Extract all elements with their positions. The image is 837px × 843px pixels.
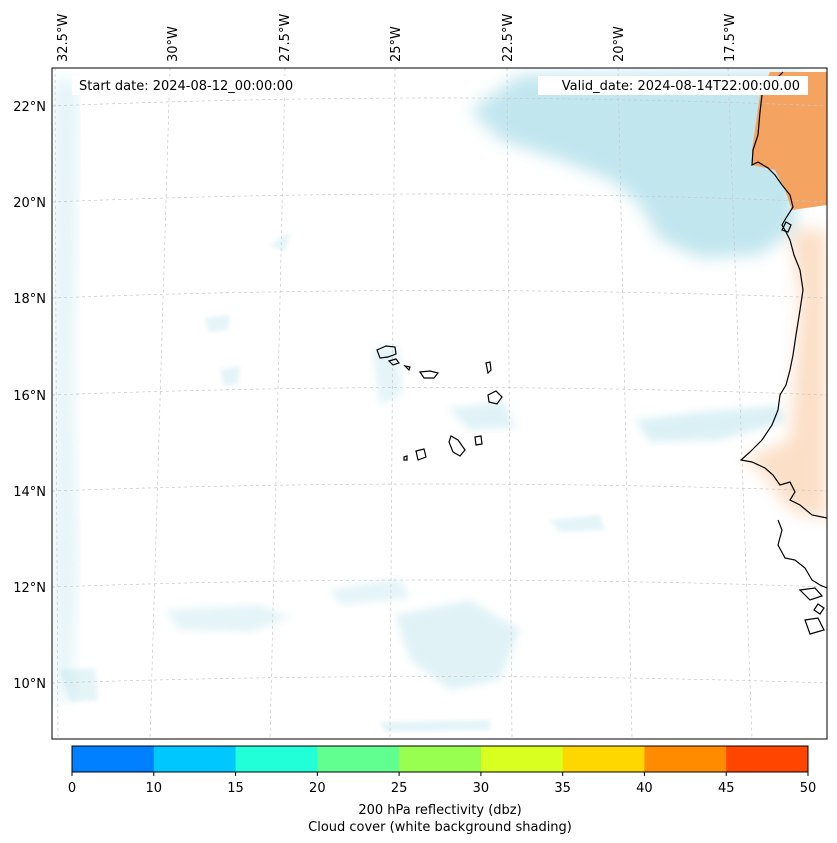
lat-label: 10°N xyxy=(13,677,46,692)
lat-label: 22°N xyxy=(13,100,46,115)
colorbar-tick-label: 45 xyxy=(718,781,735,796)
guinea-bissau-coast xyxy=(777,519,827,589)
lon-label: 22.5°W xyxy=(501,14,516,62)
cloud-mass-northeast xyxy=(470,72,800,258)
colorbar-tick-label: 25 xyxy=(391,781,408,796)
lon-label: 30°W xyxy=(166,26,181,62)
colorbar-frame xyxy=(71,745,809,773)
cloud-strip-west xyxy=(55,80,78,700)
lon-label: 27.5°W xyxy=(278,14,293,62)
island-sao-vicente xyxy=(387,358,400,366)
colorbar-swatch xyxy=(72,746,155,772)
map-frame xyxy=(51,67,828,740)
lon-line-30w xyxy=(149,68,171,739)
lat-label: 12°N xyxy=(13,581,46,596)
lon-line-20w xyxy=(617,68,633,739)
african-coastline xyxy=(739,71,827,519)
coastal-island-3 xyxy=(804,617,825,635)
island-santo-antao xyxy=(376,345,397,359)
cloud-band-south-3 xyxy=(330,578,410,605)
colorbar-tick-label: 40 xyxy=(636,781,653,796)
colorbar-swatch xyxy=(153,746,237,772)
colorbar: 0 10 15 20 25 30 35 40 45 50 200 hPa reflectivity… xyxy=(68,745,816,835)
colorbar-tick-label: 15 xyxy=(227,781,244,796)
latitude-labels: 22°N 20°N 18°N 16°N 14°N 12°N 10°N xyxy=(13,100,46,692)
island-maio xyxy=(474,435,483,446)
land-shading-northeast xyxy=(752,72,827,210)
colorbar-swatch xyxy=(726,746,809,772)
island-santiago xyxy=(448,435,466,457)
colorbar-tick-label: 35 xyxy=(554,781,571,796)
longitude-labels: 32.5°W 30°W 27.5°W 25°W 22.5°W 20°W 17.5… xyxy=(56,14,738,62)
colorbar-swatch xyxy=(235,746,318,772)
colorbar-tick-label: 30 xyxy=(473,781,490,796)
colorbar-tick-label: 10 xyxy=(146,781,163,796)
lat-label: 14°N xyxy=(13,485,46,500)
island-sao-nicolau xyxy=(418,370,440,379)
colorbar-swatch xyxy=(317,746,400,772)
map-panel xyxy=(51,67,828,740)
lat-label: 20°N xyxy=(13,196,46,211)
colorbar-tick-label: 0 xyxy=(68,781,76,796)
cloud-speck-1 xyxy=(270,232,290,252)
lat-line-16n xyxy=(52,387,827,396)
cloud-speck-4 xyxy=(550,515,605,532)
lon-line-17-5w xyxy=(727,68,753,739)
lon-label: 20°W xyxy=(612,26,627,62)
lat-label: 18°N xyxy=(13,292,46,307)
valid-date-text: Valid_date: 2024-08-14T22:00:00.00 xyxy=(562,79,800,94)
cloud-band-east xyxy=(635,405,785,442)
lon-label: 25°W xyxy=(389,26,404,62)
colorbar-swatch xyxy=(480,746,564,772)
lat-line-14n xyxy=(52,483,827,492)
cloud-speck-2 xyxy=(220,366,240,386)
colorbar-swatch xyxy=(399,746,482,772)
colorbar-swatch xyxy=(644,746,727,772)
start-date-text: Start date: 2024-08-12_00:00:00 xyxy=(79,79,293,94)
start-date-box xyxy=(72,76,302,95)
cloud-speck-3 xyxy=(60,668,98,702)
lat-label: 16°N xyxy=(13,389,46,404)
colorbar-tick-label: 50 xyxy=(800,781,817,796)
lat-line-22n xyxy=(52,97,827,107)
lon-label: 17.5°W xyxy=(723,14,738,62)
cloud-speck-5 xyxy=(205,315,230,332)
lat-line-20n xyxy=(52,193,827,203)
island-fogo xyxy=(415,448,427,461)
lon-label: 32.5°W xyxy=(56,14,71,62)
lat-line-18n xyxy=(52,290,827,299)
land-shading-east xyxy=(742,230,827,520)
cloud-shading xyxy=(55,72,800,732)
island-sal xyxy=(485,361,492,375)
island-brava xyxy=(403,455,408,461)
island-boa-vista xyxy=(487,390,503,405)
colorbar-swatches xyxy=(72,746,809,772)
colorbar-swatch xyxy=(562,746,645,772)
colorbar-tick-label: 20 xyxy=(309,781,326,796)
graticule xyxy=(52,68,827,739)
colorbar-ticks: 0 10 15 20 25 30 35 40 45 50 xyxy=(68,772,816,796)
lat-line-10n xyxy=(52,676,827,684)
cloud-bottom-strip xyxy=(380,720,490,732)
colorbar-subtitle: Cloud cover (white background shading) xyxy=(308,820,572,835)
lat-line-12n xyxy=(52,579,827,588)
cape-verde-islands xyxy=(376,345,503,461)
coastal-island-2 xyxy=(798,587,824,601)
lon-line-27-5w xyxy=(269,68,286,739)
coastal-island-4 xyxy=(813,603,825,615)
valid-date-box xyxy=(538,76,808,95)
cloud-band-south-1 xyxy=(165,605,290,632)
coastal-island-1 xyxy=(781,221,792,233)
header-dates: Start date: 2024-08-12_00:00:00 Valid_da… xyxy=(72,76,808,95)
cloud-band-south-2 xyxy=(395,600,520,690)
colorbar-title: 200 hPa reflectivity (dbz) xyxy=(358,803,521,818)
cloud-near-islands xyxy=(448,402,515,430)
island-santa-luzia xyxy=(403,365,411,372)
